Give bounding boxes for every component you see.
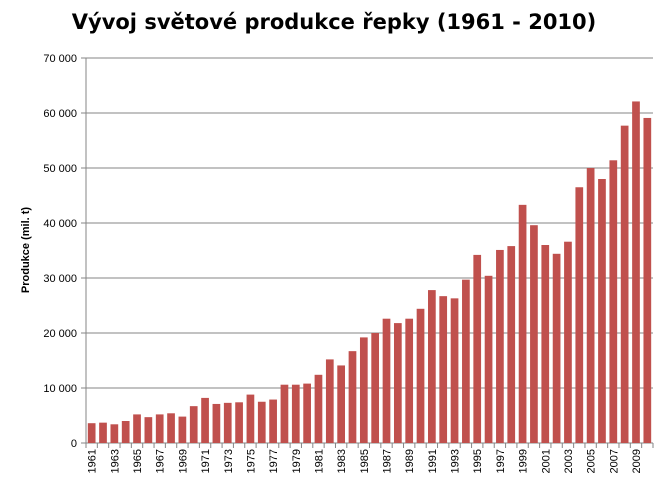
x-tick-label: 1971 xyxy=(200,449,212,473)
bar-1997 xyxy=(496,249,504,443)
y-tick-label: 10 000 xyxy=(43,383,77,395)
x-tick-label: 2003 xyxy=(563,449,575,473)
bar-1988 xyxy=(393,323,402,443)
bar-2010 xyxy=(643,117,652,443)
y-tick-label: 60 000 xyxy=(43,108,77,120)
bar-1985 xyxy=(359,337,368,443)
x-tick-label: 1987 xyxy=(382,449,394,473)
x-tick-label: 1963 xyxy=(109,449,121,473)
bar-1977 xyxy=(269,399,277,443)
x-tick-label: 1983 xyxy=(336,449,348,473)
y-tick-label: 30 000 xyxy=(43,273,77,285)
y-tick-label: 20 000 xyxy=(43,328,77,340)
x-tick-label: 1973 xyxy=(223,449,235,473)
bar-1980 xyxy=(303,383,311,443)
x-tick-label: 1969 xyxy=(177,449,189,473)
bar-1984 xyxy=(348,351,357,443)
x-tick-label: 1979 xyxy=(291,449,303,473)
x-tick-label: 1961 xyxy=(87,449,99,473)
bar-2003 xyxy=(564,241,572,443)
bar-2004 xyxy=(575,187,584,443)
x-tick-label: 2007 xyxy=(608,449,620,473)
bar-2002 xyxy=(552,253,561,443)
x-tick-label: 2005 xyxy=(586,449,598,473)
bar-1987 xyxy=(382,318,391,443)
y-tick-label: 0 xyxy=(71,438,77,450)
bar-1998 xyxy=(507,246,516,443)
bar-1961 xyxy=(87,423,96,443)
bar-1969 xyxy=(178,416,187,443)
x-tick-label: 1975 xyxy=(245,449,257,473)
y-tick-label: 70 000 xyxy=(43,53,77,65)
bar-1986 xyxy=(371,333,380,443)
bar-1979 xyxy=(291,384,300,443)
x-tick-label: 2009 xyxy=(631,449,643,473)
bar-1976 xyxy=(257,401,266,443)
x-tick-label: 1989 xyxy=(404,449,416,473)
bar-1989 xyxy=(405,318,414,443)
x-tick-label: 1981 xyxy=(313,449,325,473)
bar-1966 xyxy=(144,417,153,443)
bar-1993 xyxy=(450,298,459,443)
bar-1965 xyxy=(133,414,141,443)
bar-1971 xyxy=(201,397,209,443)
bar-1963 xyxy=(110,424,119,443)
bar-2008 xyxy=(620,125,629,444)
bar-1983 xyxy=(337,365,345,443)
x-tick-label: 1997 xyxy=(495,449,507,473)
bar-2006 xyxy=(598,179,606,443)
bar-1995 xyxy=(473,254,482,443)
x-tick-label: 1985 xyxy=(359,449,371,473)
x-tick-label: 1965 xyxy=(132,449,144,473)
bar-1999 xyxy=(518,204,527,443)
bar-1970 xyxy=(189,406,198,443)
bar-1994 xyxy=(462,279,470,443)
bar-2009 xyxy=(632,101,640,443)
x-tick-label: 1991 xyxy=(427,449,439,473)
x-tick-label: 1977 xyxy=(268,449,280,473)
bar-1975 xyxy=(246,394,255,443)
bar-1974 xyxy=(235,402,243,443)
y-tick-label: 40 000 xyxy=(43,218,77,230)
bar-1992 xyxy=(439,296,448,443)
bar-1982 xyxy=(325,359,334,443)
y-tick-label: 50 000 xyxy=(43,163,77,175)
x-tick-label: 1993 xyxy=(450,449,462,473)
bar-2001 xyxy=(541,245,550,443)
x-tick-label: 1995 xyxy=(472,449,484,473)
bar-1996 xyxy=(484,275,493,443)
bar-1981 xyxy=(314,374,323,443)
chart-title: Vývoj světové produkce řepky (1961 - 201… xyxy=(71,10,597,34)
bar-1978 xyxy=(280,384,289,443)
x-tick-label: 1967 xyxy=(155,449,167,473)
bar-2007 xyxy=(609,160,618,444)
bar-2000 xyxy=(530,225,538,443)
bar-1972 xyxy=(212,403,221,443)
bar-2005 xyxy=(586,168,595,443)
bar-1990 xyxy=(416,308,425,443)
x-tick-label: 1999 xyxy=(518,449,530,473)
x-tick-label: 2001 xyxy=(540,449,552,473)
bar-1964 xyxy=(121,421,130,443)
bar-1968 xyxy=(167,413,175,443)
bar-1962 xyxy=(99,422,107,443)
bar-1967 xyxy=(155,414,164,443)
bar-1973 xyxy=(223,402,232,443)
bar-1991 xyxy=(428,290,436,443)
